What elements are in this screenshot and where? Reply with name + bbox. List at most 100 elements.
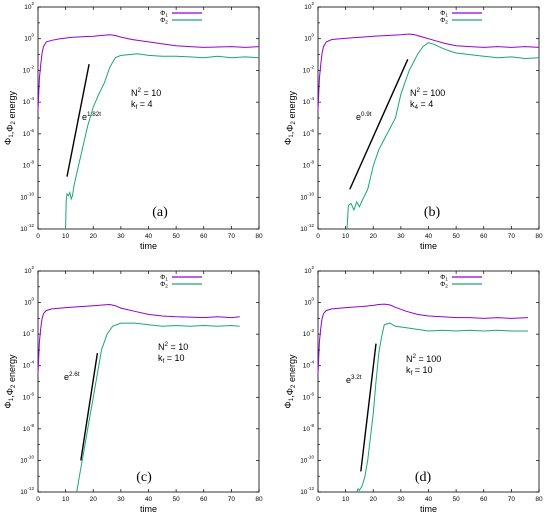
x-tick-label: 50: [173, 496, 181, 503]
series-line-phi2: [346, 42, 540, 230]
param-label: N2 = 10: [158, 341, 188, 352]
x-tick-label: 80: [535, 496, 543, 503]
plot-frame: [37, 6, 260, 230]
legend-label: Φ1: [160, 10, 168, 19]
y-tick-label: 10-10: [20, 454, 34, 464]
y-tick-label: 100: [24, 33, 34, 43]
plot-frame: [317, 270, 540, 493]
legend-label: Φ1: [440, 10, 448, 19]
chart-panel-3: 0 10 20 30 40 50 60 70 80 10-12 10-10 10-8 10-6 10-4 1…: [3, 265, 263, 514]
x-tick-label: 60: [200, 233, 208, 240]
y-tick-label: 10-4: [23, 96, 35, 106]
x-tick-label: 30: [397, 233, 405, 240]
y-tick-label: 10-6: [303, 391, 315, 401]
legend-label: Φ2: [160, 281, 168, 290]
panel-label: (c): [136, 470, 152, 485]
growth-fit-line: [66, 63, 90, 177]
x-tick-label: 30: [397, 496, 405, 503]
legend-label: Φ2: [160, 17, 168, 26]
growth-rate-label: e3.2t: [346, 374, 362, 385]
x-tick-label: 40: [425, 233, 433, 240]
x-tick-label: 10: [342, 496, 350, 503]
series-line-phi1: [317, 33, 540, 111]
x-tick-label: 20: [90, 233, 98, 240]
panel-label: (a): [152, 205, 168, 220]
growth-rate-label: e2.6t: [64, 371, 80, 382]
y-tick-label: 100: [24, 297, 34, 307]
x-tick-label: 70: [228, 233, 236, 240]
x-tick-label: 20: [370, 496, 378, 503]
y-tick-label: 10-6: [23, 128, 35, 138]
y-tick-label: 10-10: [300, 454, 314, 464]
y-tick-label: 10-2: [23, 328, 35, 338]
series-line-phi1: [317, 303, 529, 374]
x-tick-label: 80: [255, 233, 263, 240]
x-tick-label: 10: [62, 233, 70, 240]
x-tick-label: 50: [453, 496, 461, 503]
y-tick-label: 10-2: [303, 328, 315, 338]
legend-label: Φ2: [440, 17, 448, 26]
series-line-phi2: [76, 322, 240, 493]
y-tick-label: 102: [304, 265, 314, 275]
y-axis-label: Φ1,Φ2 energy: [3, 354, 17, 408]
series-line-phi1: [37, 34, 260, 111]
y-tick-label: 102: [304, 1, 314, 11]
x-tick-label: 40: [145, 496, 153, 503]
x-tick-label: 80: [535, 233, 543, 240]
chart-panel-1: 0 10 20 30 40 50 60 70 80 10-12 10-10 10-8 10-6 10-4 1…: [3, 1, 263, 251]
x-tick-label: 40: [425, 496, 433, 503]
y-tick-label: 10-8: [303, 160, 315, 170]
x-axis-label: time: [140, 504, 157, 514]
x-tick-label: 60: [480, 496, 488, 503]
y-tick-label: 10-10: [20, 191, 34, 201]
x-tick-label: 50: [173, 233, 181, 240]
x-tick-label: 20: [370, 233, 378, 240]
y-tick-label: 10-4: [303, 360, 315, 370]
growth-fit-line: [360, 343, 377, 472]
param-label: N2 = 10: [131, 87, 161, 98]
x-tick-label: 0: [316, 233, 320, 240]
param-label: k4 = 4: [410, 99, 433, 111]
y-tick-label: 10-12: [300, 223, 314, 233]
y-tick-label: 100: [304, 297, 314, 307]
x-axis-label: time: [140, 241, 157, 251]
x-tick-label: 60: [480, 233, 488, 240]
x-axis-label: time: [420, 241, 437, 251]
y-tick-label: 100: [304, 33, 314, 43]
panel-label: (d): [415, 470, 432, 485]
y-tick-label: 102: [24, 265, 34, 275]
legend-label: Φ1: [160, 274, 168, 283]
param-label: kf = 10: [406, 365, 433, 377]
y-tick-label: 102: [24, 1, 34, 11]
y-tick-label: 10-4: [303, 96, 315, 106]
growth-fit-line: [80, 352, 99, 461]
param-label: kf = 4: [131, 99, 153, 111]
x-axis-label: time: [420, 504, 437, 514]
param-label: N2 = 100: [406, 353, 441, 364]
y-tick-label: 10-8: [23, 160, 35, 170]
chart-panel-4: 0 10 20 30 40 50 60 70 80 10-12 10-10 10-8 10-6 10-4 1…: [283, 265, 543, 514]
panel-label: (b): [424, 205, 441, 220]
y-tick-label: 10-12: [300, 486, 314, 496]
x-tick-label: 0: [36, 496, 40, 503]
growth-fit-line: [349, 59, 409, 190]
x-tick-label: 30: [117, 233, 125, 240]
chart-panel-2: 0 10 20 30 40 50 60 70 80 10-12 10-10 10-8 10-6 10-4 1…: [283, 1, 543, 251]
x-tick-label: 0: [36, 233, 40, 240]
legend-label: Φ1: [440, 274, 448, 283]
x-tick-label: 60: [200, 496, 208, 503]
plot-frame: [317, 6, 540, 230]
series-line-phi1: [37, 303, 240, 374]
plot-frame: [37, 270, 260, 493]
x-tick-label: 80: [255, 496, 263, 503]
x-tick-label: 10: [342, 233, 350, 240]
y-tick-label: 10-2: [23, 64, 35, 74]
x-tick-label: 0: [316, 496, 320, 503]
param-label: kf = 10: [158, 353, 185, 365]
growth-rate-label: e0.9t: [356, 111, 372, 122]
legend-label: Φ2: [440, 281, 448, 290]
y-tick-label: 10-6: [23, 391, 35, 401]
y-axis-label: Φ1,Φ2 energy: [3, 91, 17, 145]
x-tick-label: 70: [508, 496, 516, 503]
